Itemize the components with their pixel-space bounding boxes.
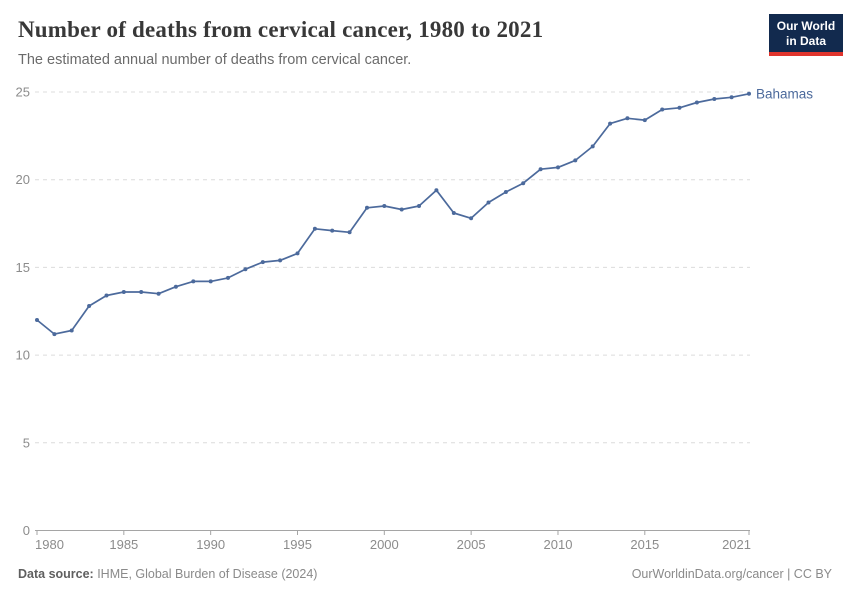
data-point-bahamas-2013[interactable] xyxy=(608,121,613,126)
data-point-bahamas-1988[interactable] xyxy=(173,284,178,289)
y-tick-label-0: 0 xyxy=(23,523,30,538)
data-point-bahamas-1980[interactable] xyxy=(35,318,39,322)
owid-logo-line2: in Data xyxy=(785,33,826,48)
data-point-bahamas-2016[interactable] xyxy=(660,107,665,112)
y-tick-label-25: 25 xyxy=(16,85,30,100)
data-point-bahamas-1990[interactable] xyxy=(208,279,213,284)
data-point-bahamas-2004[interactable] xyxy=(451,211,456,215)
data-source-note: Data source: IHME, Global Burden of Dise… xyxy=(18,567,317,581)
data-point-bahamas-1982[interactable] xyxy=(69,328,74,333)
data-point-bahamas-2003[interactable] xyxy=(434,188,439,193)
data-point-bahamas-1989[interactable] xyxy=(191,279,196,284)
chart-subtitle: The estimated annual number of deaths fr… xyxy=(18,51,412,68)
data-point-bahamas-2010[interactable] xyxy=(556,165,560,170)
x-tick-label-2015: 2015 xyxy=(630,537,659,552)
data-point-bahamas-1983[interactable] xyxy=(87,304,92,308)
y-tick-label-15: 15 xyxy=(16,260,30,275)
data-point-bahamas-1993[interactable] xyxy=(260,260,265,265)
y-tick-label-10: 10 xyxy=(16,348,30,363)
x-tick-label-2021: 2021 xyxy=(722,537,751,552)
data-point-bahamas-2021[interactable] xyxy=(747,91,751,96)
x-tick-label-2010: 2010 xyxy=(544,537,573,552)
data-point-bahamas-2007[interactable] xyxy=(503,190,508,194)
data-point-bahamas-2002[interactable] xyxy=(417,204,421,208)
data-point-bahamas-1999[interactable] xyxy=(365,205,369,210)
data-point-bahamas-2005[interactable] xyxy=(469,216,474,221)
data-point-bahamas-1998[interactable] xyxy=(347,230,352,235)
data-point-bahamas-1986[interactable] xyxy=(139,290,144,294)
data-point-bahamas-2018[interactable] xyxy=(694,100,699,105)
owid-logo: Our World in Data xyxy=(769,14,843,57)
y-tick-label-5: 5 xyxy=(23,435,30,450)
data-point-bahamas-1991[interactable] xyxy=(226,275,230,280)
chart-header: Number of deaths from cervical cancer, 1… xyxy=(18,16,758,69)
chart-footer: Data source: IHME, Global Burden of Dise… xyxy=(18,567,832,581)
data-point-bahamas-1992[interactable] xyxy=(243,267,248,272)
data-point-bahamas-2001[interactable] xyxy=(399,207,404,212)
data-point-bahamas-2017[interactable] xyxy=(677,105,682,110)
x-tick-label-1990: 1990 xyxy=(196,537,225,552)
owid-credit-link[interactable]: OurWorldinData.org/cancer | CC BY xyxy=(631,567,832,581)
data-point-bahamas-2015[interactable] xyxy=(642,118,647,123)
data-point-bahamas-1987[interactable] xyxy=(156,291,161,296)
x-tick-label-2000: 2000 xyxy=(370,537,399,552)
x-tick-label-1985: 1985 xyxy=(109,537,138,552)
data-point-bahamas-2009[interactable] xyxy=(538,167,543,172)
data-line-bahamas[interactable] xyxy=(36,92,750,335)
chart-title: Number of deaths from cervical cancer, 1… xyxy=(18,17,544,42)
x-tick-label-2005: 2005 xyxy=(457,537,486,552)
data-point-bahamas-2012[interactable] xyxy=(590,144,595,149)
data-point-bahamas-1994[interactable] xyxy=(278,258,283,263)
data-point-bahamas-2020[interactable] xyxy=(729,95,734,100)
data-point-bahamas-1981[interactable] xyxy=(52,332,57,337)
data-point-bahamas-1995[interactable] xyxy=(295,251,300,256)
data-point-bahamas-1984[interactable] xyxy=(104,293,109,298)
data-source-text: IHME, Global Burden of Disease (2024) xyxy=(93,567,318,581)
data-point-bahamas-2014[interactable] xyxy=(625,116,630,121)
owid-logo-line1: Our World xyxy=(776,19,836,33)
data-point-bahamas-2006[interactable] xyxy=(486,200,491,205)
data-point-bahamas-1996[interactable] xyxy=(312,226,317,231)
x-tick-label-1995: 1995 xyxy=(283,537,312,552)
data-point-bahamas-2008[interactable] xyxy=(521,181,526,186)
data-source-label: Data source: xyxy=(18,567,94,581)
data-point-bahamas-1985[interactable] xyxy=(121,290,126,294)
data-point-bahamas-2000[interactable] xyxy=(382,204,387,208)
data-point-bahamas-2011[interactable] xyxy=(573,158,578,163)
y-tick-label-20: 20 xyxy=(16,172,30,187)
x-tick-label-1980: 1980 xyxy=(35,537,64,552)
data-point-bahamas-1997[interactable] xyxy=(330,228,335,233)
series-label-bahamas[interactable]: Bahamas xyxy=(756,86,813,101)
data-point-bahamas-2019[interactable] xyxy=(712,97,717,101)
